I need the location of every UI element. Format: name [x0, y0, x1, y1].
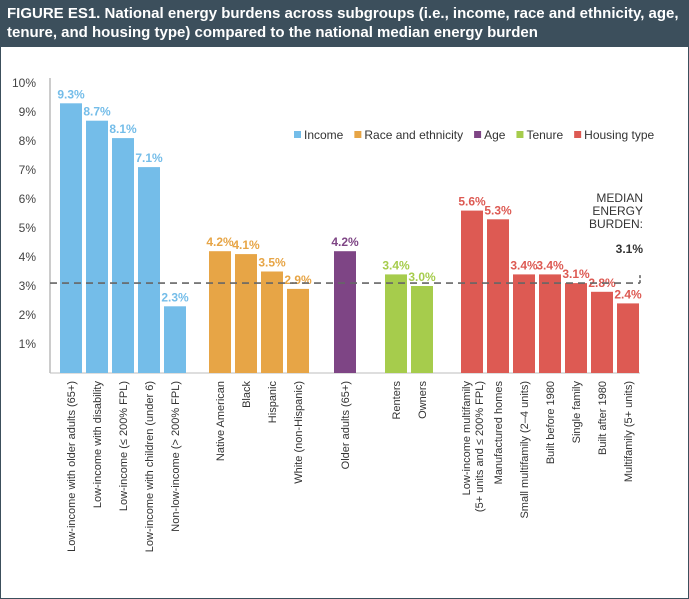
- y-tick-label: 6%: [19, 192, 37, 206]
- bar-tenure: [411, 286, 433, 373]
- category-label: Non-low-income (> 200% FPL): [170, 381, 182, 532]
- y-tick-label: 7%: [19, 163, 37, 177]
- value-label-housing: 3.1%: [562, 267, 590, 281]
- bar-income: [60, 103, 82, 374]
- y-tick-label: 3%: [19, 279, 37, 293]
- category-label: Low-income with children (under 6): [144, 381, 156, 552]
- value-label-age: 4.2%: [331, 235, 359, 249]
- category-label: Hispanic: [267, 381, 279, 424]
- bars: [60, 103, 639, 374]
- figure-title: FIGURE ES1. National energy burdens acro…: [7, 5, 679, 41]
- legend-label-income: Income: [304, 128, 344, 142]
- value-label-income: 9.3%: [57, 87, 85, 101]
- category-label: Low-income with older adults (65+): [66, 381, 78, 552]
- legend-label-tenure: Tenure: [526, 128, 563, 142]
- value-label-race: 4.2%: [206, 235, 234, 249]
- legend-swatch-housing: [574, 131, 582, 138]
- bar-race: [235, 254, 257, 373]
- value-label-income: 8.7%: [83, 105, 111, 119]
- legend-swatch-income: [294, 131, 301, 138]
- bar-income: [138, 167, 160, 373]
- category-label: Single family: [571, 381, 583, 444]
- bar-housing: [565, 283, 587, 373]
- value-label-income: 8.1%: [109, 122, 137, 136]
- category-label: Small multifamily (2–4 units): [519, 381, 531, 519]
- category-label: Built before 1980: [545, 381, 557, 464]
- value-label-income: 2.3%: [161, 290, 189, 304]
- value-label-housing: 5.3%: [484, 203, 512, 217]
- category-label: Renters: [391, 381, 403, 420]
- value-label-race: 3.5%: [258, 256, 286, 270]
- y-tick-label: 8%: [19, 134, 37, 148]
- bar-housing: [539, 274, 561, 373]
- median-label: ENERGY: [592, 204, 643, 218]
- bar-race: [287, 288, 309, 373]
- category-label: Native American: [215, 381, 227, 461]
- bar-income: [86, 120, 108, 373]
- median-label: MEDIAN: [596, 191, 643, 205]
- value-label-housing: 5.6%: [458, 195, 486, 209]
- bar-tenure: [385, 274, 407, 373]
- y-tick-label: 1%: [19, 337, 37, 351]
- bar-housing: [513, 274, 535, 373]
- bar-housing: [461, 210, 483, 373]
- category-label: Black: [241, 381, 253, 408]
- category-label: Multifamily (5+ units): [623, 381, 635, 482]
- y-tick-label: 2%: [19, 308, 37, 322]
- value-label-race: 2.9%: [284, 273, 312, 287]
- y-tick-label: 5%: [19, 221, 37, 235]
- y-tick-label: 9%: [19, 105, 37, 119]
- legend: Income Race and ethnicity Age Tenure Housing…: [294, 128, 655, 142]
- value-label-tenure: 3.4%: [382, 258, 410, 272]
- category-label: Low-income with disability: [92, 381, 104, 509]
- y-tick-label: 10%: [12, 76, 36, 90]
- value-label-housing: 2.4%: [614, 287, 642, 301]
- legend-label-age: Age: [484, 128, 506, 142]
- bar-income: [164, 306, 186, 373]
- category-label: Manufactured homes: [493, 381, 505, 485]
- legend-swatch-tenure: [516, 131, 524, 138]
- bar-housing: [617, 303, 639, 373]
- category-label: Built after 1980: [597, 381, 609, 455]
- value-label-housing: 3.4%: [510, 258, 538, 272]
- legend-swatch-race: [354, 131, 362, 138]
- value-label-tenure: 3.0%: [408, 270, 436, 284]
- median-value-label: 3.1%: [616, 242, 644, 256]
- value-label-housing: 3.4%: [536, 258, 564, 272]
- bar-age: [334, 251, 356, 373]
- bar-housing: [487, 219, 509, 373]
- value-labels: 9.3%8.7%8.1%7.1%2.3%4.2%4.1%3.5%2.9%4.2%…: [57, 87, 642, 304]
- category-label: Low-income (≤ 200% FPL): [118, 381, 130, 511]
- category-label: Owners: [417, 381, 429, 419]
- y-tick-label: 4%: [19, 250, 37, 264]
- category-label: White (non-Hispanic): [293, 381, 305, 484]
- category-label: Low-income multifamily(5+ units and ≤ 20…: [461, 381, 486, 513]
- bar-income: [112, 138, 134, 373]
- category-label: Older adults (65+): [340, 381, 352, 469]
- legend-swatch-age: [474, 131, 482, 138]
- title-bar: FIGURE ES1. National energy burdens acro…: [1, 1, 688, 47]
- legend-label-race: Race and ethnicity: [364, 128, 463, 142]
- median-label: BURDEN:: [589, 217, 643, 231]
- bar-race: [261, 271, 283, 373]
- bar-housing: [591, 291, 613, 373]
- x-axis-labels: Low-income with older adults (65+) Low-in…: [66, 381, 635, 553]
- bar-race: [209, 251, 231, 373]
- legend-label-housing: Housing type: [584, 128, 654, 142]
- value-label-income: 7.1%: [135, 151, 163, 165]
- value-label-race: 4.1%: [232, 238, 260, 252]
